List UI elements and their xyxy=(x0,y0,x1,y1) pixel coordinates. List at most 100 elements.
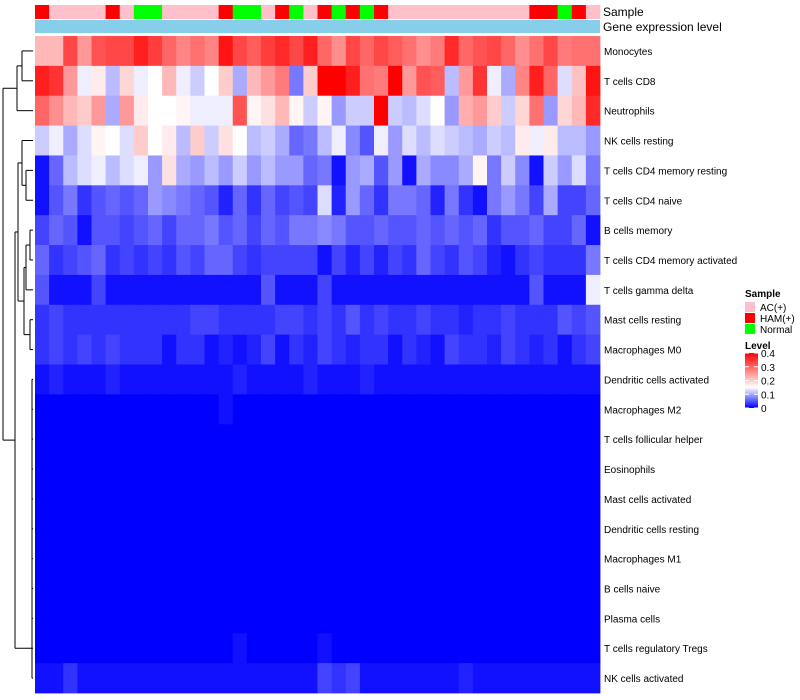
heatmap-cell xyxy=(388,304,403,336)
heatmap-cell xyxy=(218,155,234,186)
sample-annotation-cell xyxy=(77,5,92,19)
heatmap-cell xyxy=(204,394,220,425)
heatmap-cell xyxy=(458,663,474,694)
heatmap-cell xyxy=(246,334,262,365)
heatmap-cell xyxy=(444,155,460,186)
heatmap-cell xyxy=(162,633,177,664)
heatmap-cell xyxy=(374,364,389,395)
heatmap-cell xyxy=(63,394,78,425)
heatmap-cell xyxy=(77,483,92,515)
heatmap-cell xyxy=(317,543,333,574)
heatmap-cell xyxy=(133,394,149,425)
heatmap-cell xyxy=(444,274,460,306)
heatmap-cell xyxy=(388,603,403,634)
heatmap-cell xyxy=(289,334,304,365)
heatmap-cell xyxy=(331,573,347,604)
heatmap-cell xyxy=(571,633,587,664)
heatmap-cell xyxy=(345,65,361,97)
heatmap-cell xyxy=(487,334,502,365)
sample-annotation-cell xyxy=(148,5,163,19)
heatmap-cell xyxy=(430,304,446,336)
heatmap-cell xyxy=(430,215,446,246)
heatmap-cell xyxy=(571,424,587,455)
heatmap-cell xyxy=(317,65,333,97)
heatmap-cell xyxy=(289,573,304,604)
heatmap-cell xyxy=(77,454,92,485)
heatmap-cell xyxy=(119,633,135,664)
heatmap-cell xyxy=(289,663,304,694)
sample-annotation-cell xyxy=(430,5,446,19)
heatmap-cell xyxy=(218,603,234,634)
heatmap-cell xyxy=(190,95,205,126)
heatmap-cell xyxy=(515,185,530,216)
heatmap-cell xyxy=(430,483,446,515)
heatmap-cell xyxy=(543,633,559,664)
heatmap-cell xyxy=(501,633,516,664)
heatmap-cell xyxy=(35,663,50,694)
heatmap-cell xyxy=(275,245,290,276)
heatmap-cell xyxy=(402,513,417,545)
heatmap-cell xyxy=(444,603,460,634)
heatmap-cell xyxy=(359,95,375,126)
heatmap-cell xyxy=(515,125,530,156)
heatmap-cell xyxy=(190,603,205,634)
heatmap-cell xyxy=(529,364,544,395)
heatmap-cell xyxy=(232,155,248,186)
heatmap-cell xyxy=(49,185,64,216)
heatmap-cell xyxy=(49,274,64,306)
heatmap-cell xyxy=(444,95,460,126)
heatmap-cell xyxy=(585,483,601,515)
heatmap-cell xyxy=(204,454,220,485)
heatmap-cell xyxy=(487,185,502,216)
heatmap-cell xyxy=(345,364,361,395)
heatmap-cell xyxy=(472,603,488,634)
heatmap-cell xyxy=(148,424,163,455)
heatmap-cell xyxy=(148,454,163,485)
heatmap-cell xyxy=(119,155,135,186)
heatmap-cell xyxy=(571,215,587,246)
heatmap-cell xyxy=(105,95,121,126)
heatmap-cell xyxy=(388,185,403,216)
heatmap-cell xyxy=(345,36,361,67)
heatmap-cell xyxy=(35,155,50,186)
heatmap-cell xyxy=(232,603,248,634)
heatmap-cell xyxy=(359,155,375,186)
heatmap-cell xyxy=(218,65,234,97)
heatmap-cell xyxy=(374,633,389,664)
heatmap-cell xyxy=(543,215,559,246)
heatmap-cell xyxy=(458,125,474,156)
legend-level-tick-label: 0 xyxy=(761,404,767,415)
heatmap-cell xyxy=(261,633,276,664)
heatmap-cell xyxy=(501,334,516,365)
heatmap-cell xyxy=(331,483,347,515)
heatmap-cell xyxy=(331,65,347,97)
heatmap-cell xyxy=(515,573,530,604)
heatmap-cell xyxy=(416,155,431,186)
heatmap-cell xyxy=(232,483,248,515)
heatmap-cell xyxy=(402,65,417,97)
heatmap-cell xyxy=(148,245,163,276)
heatmap-cell xyxy=(571,155,587,186)
heatmap-cell xyxy=(359,543,375,574)
heatmap-cell xyxy=(77,633,92,664)
sample-annotation-cell xyxy=(218,5,234,19)
heatmap-cell xyxy=(246,185,262,216)
row-label: Dendritic cells resting xyxy=(604,525,699,536)
sample-annotation-cell xyxy=(359,5,375,19)
heatmap-cell xyxy=(261,125,276,156)
heatmap-cell xyxy=(176,543,191,574)
heatmap-cell xyxy=(261,483,276,515)
heatmap-cell xyxy=(585,185,601,216)
heatmap-cell xyxy=(444,633,460,664)
heatmap-cell xyxy=(458,633,474,664)
sample-annotation-cell xyxy=(331,5,347,19)
heatmap-cell xyxy=(430,65,446,97)
heatmap-cell xyxy=(345,424,361,455)
heatmap-cell xyxy=(176,573,191,604)
heatmap-cell xyxy=(218,543,234,574)
heatmap-cell xyxy=(148,95,163,126)
row-label: Mast cells resting xyxy=(604,316,681,327)
heatmap-cell xyxy=(190,633,205,664)
heatmap-cell xyxy=(571,185,587,216)
heatmap-cell xyxy=(204,483,220,515)
